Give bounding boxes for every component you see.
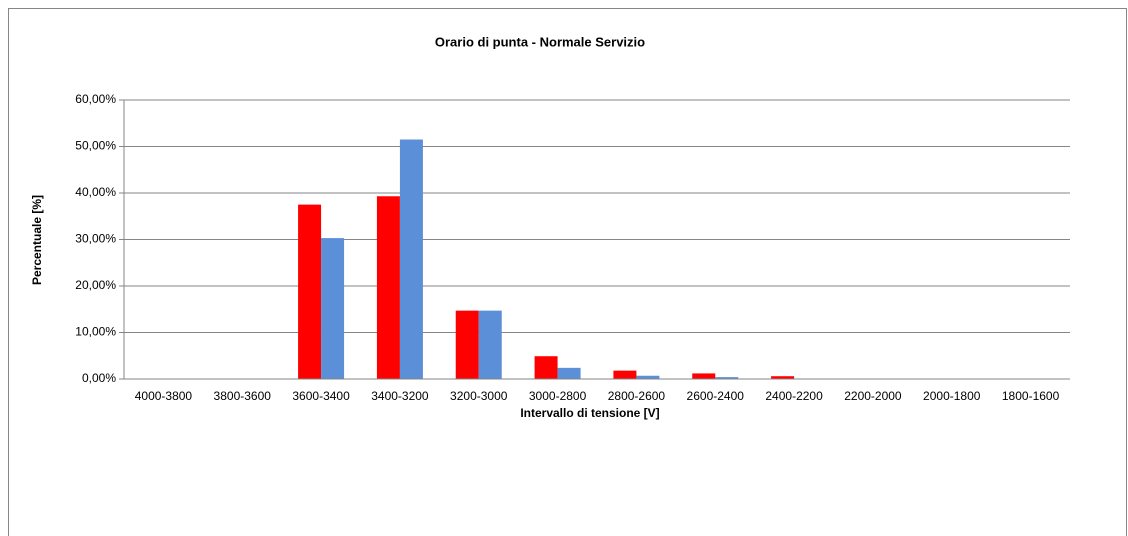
x-tick-label: 2200-2000 bbox=[844, 389, 902, 403]
x-tick-label: 1800-1600 bbox=[1002, 389, 1060, 403]
bar bbox=[321, 238, 345, 379]
y-tick-label: 0,00% bbox=[82, 371, 116, 385]
x-tick-label: 3000-2800 bbox=[529, 389, 587, 403]
bar bbox=[376, 196, 400, 379]
y-tick-label: 50,00% bbox=[75, 139, 116, 153]
bar bbox=[298, 204, 322, 379]
x-tick-label: 2400-2200 bbox=[765, 389, 823, 403]
y-tick-label: 20,00% bbox=[75, 278, 116, 292]
x-tick-label: 2000-1800 bbox=[923, 389, 981, 403]
chart-frame bbox=[8, 8, 1127, 536]
bar bbox=[534, 356, 558, 379]
bar bbox=[455, 310, 479, 379]
bar bbox=[557, 367, 581, 379]
x-tick-label: 3600-3400 bbox=[292, 389, 350, 403]
x-tick-label: 3200-3000 bbox=[450, 389, 508, 403]
x-tick-label: 2600-2400 bbox=[687, 389, 745, 403]
x-tick-label: 3400-3200 bbox=[371, 389, 429, 403]
bar bbox=[613, 370, 637, 379]
bar bbox=[692, 373, 716, 379]
x-axis-label: Intervallo di tensione [V] bbox=[520, 406, 659, 420]
x-tick-label: 4000-3800 bbox=[135, 389, 193, 403]
bar bbox=[399, 139, 423, 379]
bar bbox=[771, 376, 795, 379]
x-tick-label: 3800-3600 bbox=[214, 389, 272, 403]
y-tick-label: 60,00% bbox=[75, 92, 116, 106]
bar bbox=[636, 375, 660, 379]
y-tick-label: 10,00% bbox=[75, 325, 116, 339]
x-tick-label: 2800-2600 bbox=[608, 389, 666, 403]
y-tick-label: 40,00% bbox=[75, 185, 116, 199]
y-tick-label: 30,00% bbox=[75, 232, 116, 246]
bar bbox=[715, 377, 739, 379]
bar bbox=[478, 310, 502, 379]
y-axis-label: Percentuale [%] bbox=[30, 195, 44, 285]
chart-title: Orario di punta - Normale Servizio bbox=[435, 34, 645, 49]
